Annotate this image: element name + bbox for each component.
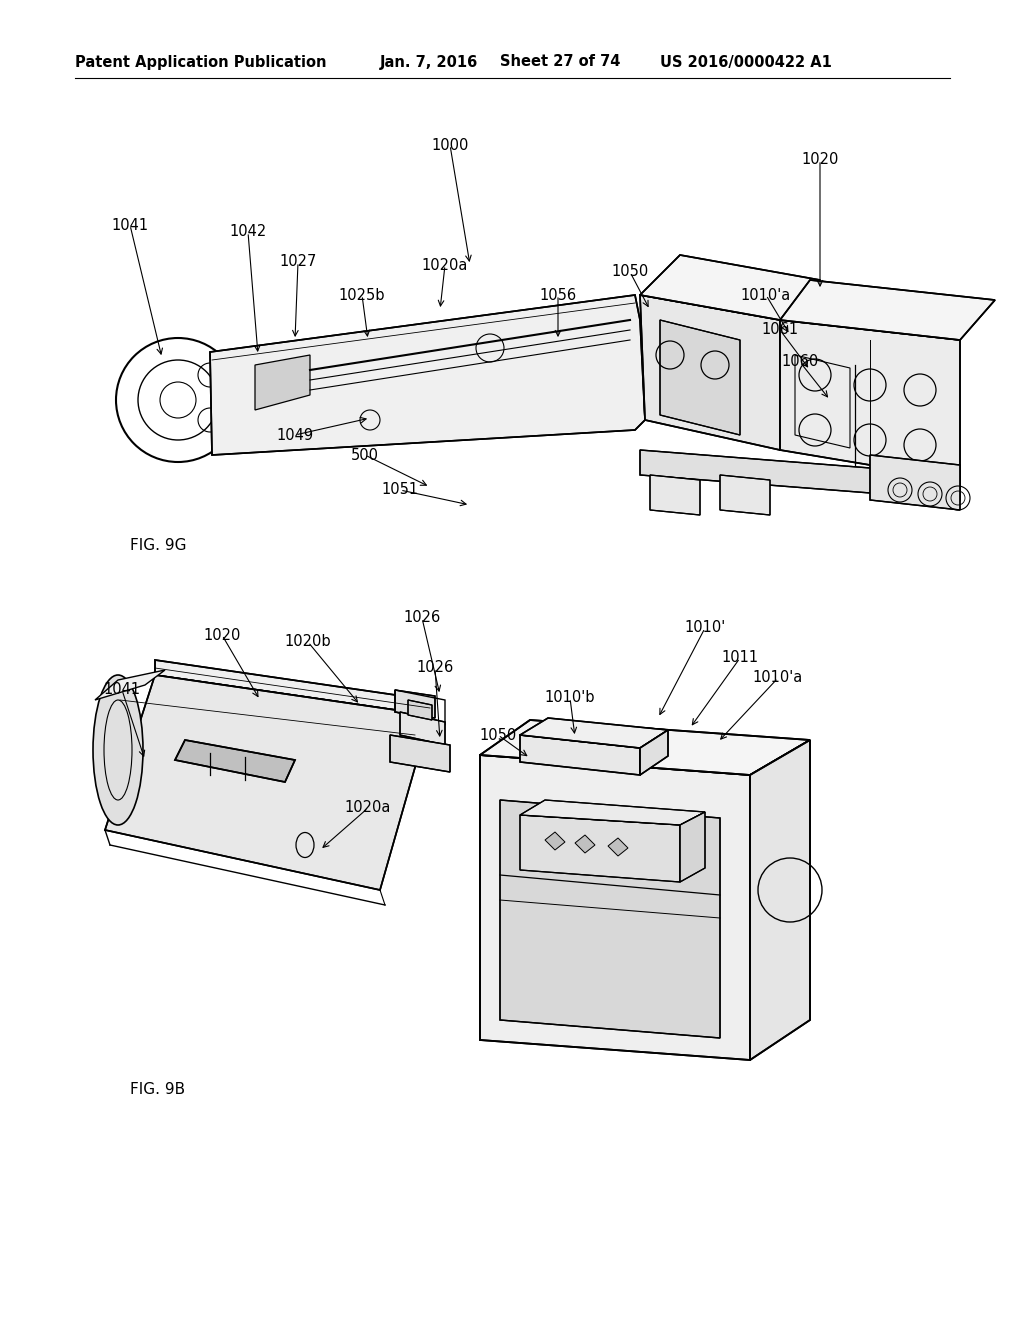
Polygon shape xyxy=(480,755,750,1060)
Polygon shape xyxy=(480,719,810,775)
Text: FIG. 9G: FIG. 9G xyxy=(130,537,186,553)
Polygon shape xyxy=(255,355,310,411)
Text: 1056: 1056 xyxy=(540,288,577,302)
Polygon shape xyxy=(520,814,680,882)
Text: Patent Application Publication: Patent Application Publication xyxy=(75,54,327,70)
Text: 1060: 1060 xyxy=(781,355,818,370)
Text: 1025b: 1025b xyxy=(339,288,385,302)
Polygon shape xyxy=(155,660,430,715)
Polygon shape xyxy=(720,475,770,515)
Text: 1020b: 1020b xyxy=(285,635,332,649)
Text: 1020a: 1020a xyxy=(422,257,468,272)
Text: 1010'b: 1010'b xyxy=(545,690,595,705)
Polygon shape xyxy=(520,718,668,748)
Text: 1010': 1010' xyxy=(684,620,726,635)
Polygon shape xyxy=(390,735,450,772)
Text: 1011: 1011 xyxy=(722,651,759,665)
Polygon shape xyxy=(660,319,740,436)
Polygon shape xyxy=(750,741,810,1060)
Text: FIG. 9B: FIG. 9B xyxy=(130,1082,185,1097)
Text: 1049: 1049 xyxy=(276,428,313,442)
Polygon shape xyxy=(640,730,668,775)
Text: Sheet 27 of 74: Sheet 27 of 74 xyxy=(500,54,621,70)
Text: Jan. 7, 2016: Jan. 7, 2016 xyxy=(380,54,478,70)
Polygon shape xyxy=(640,294,780,450)
Polygon shape xyxy=(175,741,295,781)
Text: 1041: 1041 xyxy=(103,682,140,697)
Polygon shape xyxy=(680,812,705,882)
Text: 1061: 1061 xyxy=(762,322,799,338)
Polygon shape xyxy=(640,450,961,500)
Polygon shape xyxy=(408,700,432,719)
Text: US 2016/0000422 A1: US 2016/0000422 A1 xyxy=(660,54,831,70)
Text: 500: 500 xyxy=(351,447,379,462)
Text: 1026: 1026 xyxy=(417,660,454,676)
Polygon shape xyxy=(95,671,165,700)
Text: 1041: 1041 xyxy=(112,218,148,232)
Text: 1000: 1000 xyxy=(431,137,469,153)
Polygon shape xyxy=(520,800,705,825)
Text: 1042: 1042 xyxy=(229,224,266,239)
Polygon shape xyxy=(780,319,961,480)
Polygon shape xyxy=(575,836,595,853)
Polygon shape xyxy=(105,675,430,890)
Text: 1010'a: 1010'a xyxy=(741,288,792,302)
Text: 1051: 1051 xyxy=(381,483,419,498)
Text: 1020: 1020 xyxy=(204,627,241,643)
Polygon shape xyxy=(870,455,961,510)
Text: 1020a: 1020a xyxy=(345,800,391,816)
Text: 1010'a: 1010'a xyxy=(753,671,803,685)
Polygon shape xyxy=(640,255,820,319)
Polygon shape xyxy=(520,735,640,775)
Polygon shape xyxy=(545,832,565,850)
Text: 1050: 1050 xyxy=(611,264,648,280)
Polygon shape xyxy=(650,475,700,515)
Polygon shape xyxy=(210,294,645,455)
Polygon shape xyxy=(400,711,445,744)
Polygon shape xyxy=(500,800,720,1038)
Polygon shape xyxy=(608,838,628,855)
Polygon shape xyxy=(780,280,995,341)
Polygon shape xyxy=(780,280,855,450)
Text: 1020: 1020 xyxy=(802,153,839,168)
Ellipse shape xyxy=(93,675,143,825)
Text: 1050: 1050 xyxy=(479,727,517,742)
Text: 1026: 1026 xyxy=(403,610,440,626)
Text: 1027: 1027 xyxy=(280,255,316,269)
Polygon shape xyxy=(395,690,435,718)
